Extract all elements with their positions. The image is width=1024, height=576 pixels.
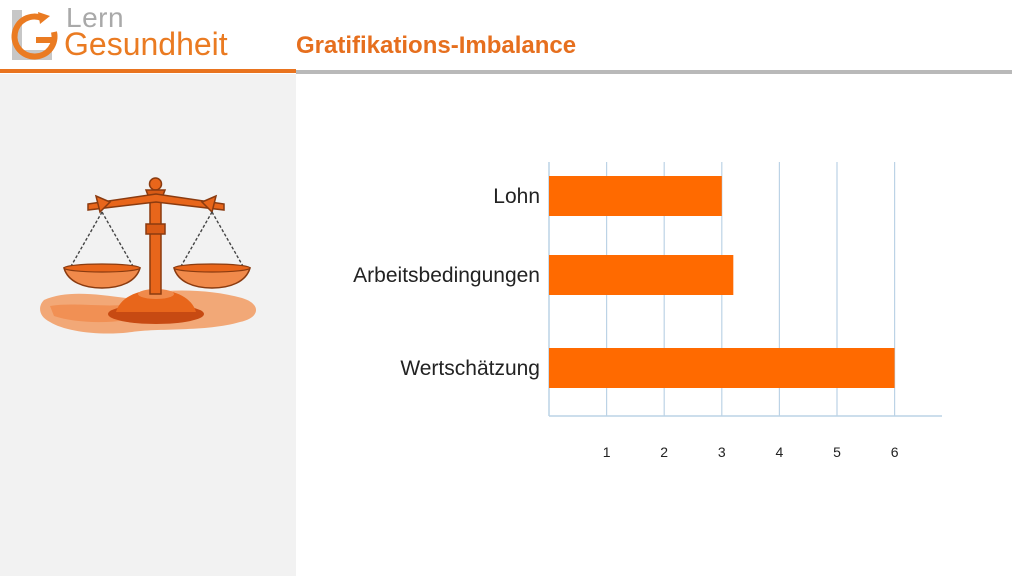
bar-1 [549, 255, 734, 295]
x-tick-label-5: 5 [833, 444, 841, 460]
logo-text-gesundheit: Gesundheit [64, 26, 228, 62]
bar-2 [549, 348, 895, 388]
bar-chart-svg: Lohn Arbeitsbedingungen Wertschätzung 1 2 3 4 5… [353, 162, 942, 460]
bar-0 [549, 176, 722, 216]
x-tick-label-1: 1 [603, 444, 611, 460]
x-tick-label-3: 3 [718, 444, 726, 460]
category-label-0: Lohn [493, 185, 540, 208]
category-label-1: Arbeitsbedingungen [353, 264, 540, 287]
x-tick-label-2: 2 [660, 444, 668, 460]
header-rule-grey [296, 70, 1012, 74]
x-tick-label-4: 4 [776, 444, 784, 460]
balance-scale-icon [40, 177, 257, 334]
logo-text-lern: Lern [66, 2, 125, 33]
bar-chart: Lohn Arbeitsbedingungen Wertschätzung 1 2 3 4 5… [296, 74, 1024, 576]
header-rule-orange [0, 69, 296, 73]
page-title: Gratifikations-Imbalance [296, 32, 577, 59]
category-label-2: Wertschätzung [400, 357, 540, 380]
logo-mark-icon [11, 10, 58, 60]
header: Lern Gesundheit Gratifikations-Imbalance [0, 0, 1024, 76]
logo: Lern Gesundheit [0, 0, 290, 76]
x-tick-label-6: 6 [891, 444, 899, 460]
